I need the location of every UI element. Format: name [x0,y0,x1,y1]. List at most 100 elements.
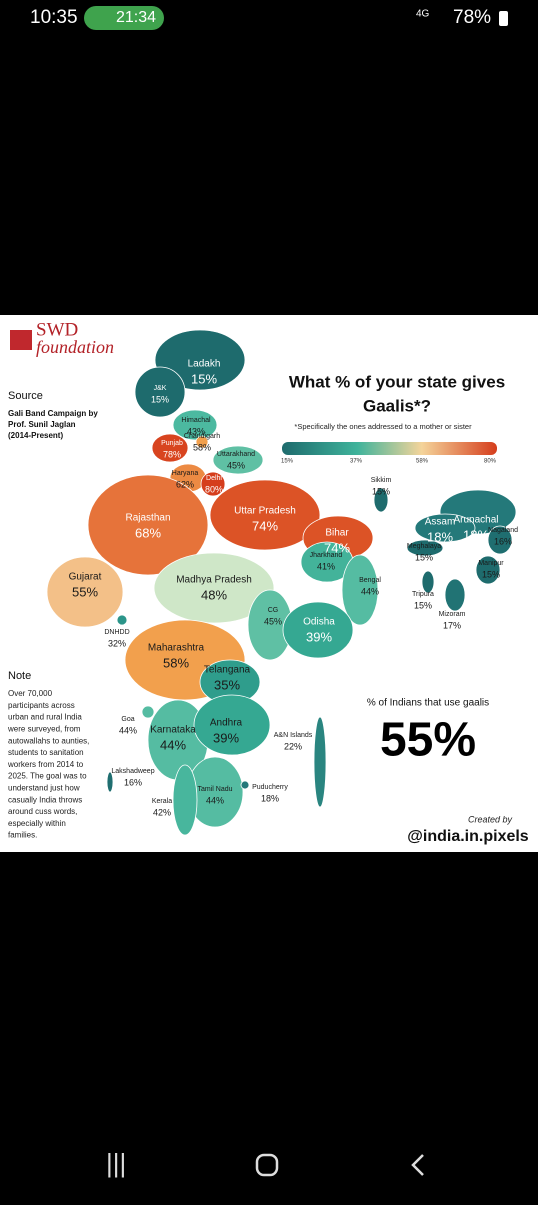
region-name: Assam [425,517,456,528]
legend-tick: 37% [350,459,363,465]
note-line: autowallahs to aunties, [8,736,89,745]
region-name: Telangana [204,665,251,676]
legend-tick: 58% [416,459,429,465]
credit-handle: @india.in.pixels [407,828,529,845]
region-name: Lakshadweep [111,768,154,775]
region-name: Goa [121,716,134,723]
logo-subtitle: foundation [36,337,114,357]
title-line: What % of your state gives [289,372,505,391]
nav-home[interactable] [255,1153,279,1177]
region-name: Jharkhand [310,552,343,559]
credit-label: Created by [468,814,513,824]
region-name: Andhra [210,718,243,729]
region-name: Uttarakhand [217,451,255,458]
region-shape [172,409,218,441]
region-value: 74% [252,518,278,533]
note-line: participants across [8,701,75,710]
region-value: 15% [414,600,432,610]
note-line: understand just how [8,784,80,793]
region-shape [106,771,114,793]
region-name: J&K [154,385,167,392]
region-name: Maharashtra [148,643,205,654]
subtitle: *Specifically the ones addressed to a mo… [294,422,472,431]
region-value: 62% [176,479,194,489]
region-shape [421,570,435,594]
region-shape [193,694,271,756]
region-value: 15% [372,486,390,496]
note-line: urban and rural India [8,713,82,722]
region-name: CG [268,607,279,614]
region-name: Tamil Nadu [197,786,232,793]
clock: 10:35 [30,7,78,28]
region-shape [406,539,444,557]
source-line: Prof. Sunil Jaglan [8,420,76,429]
region-name: Rajasthan [125,513,170,524]
region-value: 18% [261,793,279,803]
battery-icon [499,11,508,26]
region-name: Punjab [161,440,183,447]
region-value: 16% [494,536,512,546]
region-shape [487,525,513,555]
region-name: Ladakh [188,359,221,370]
summary-value: 55% [380,714,476,767]
region-value: 58% [163,655,189,670]
region-name: Nagaland [488,527,518,534]
region-shape [151,433,189,463]
region-shape [134,366,186,418]
source-line: (2014-Present) [8,431,63,440]
note-line: students to sanitation [8,748,84,757]
legend-tick: 15% [281,459,294,465]
region-value: 15% [191,371,217,386]
region-name: A&N Islands [274,732,313,739]
region-value: 41% [317,561,335,571]
call-timer: 21:34 [116,9,156,26]
region-name: Gujarat [69,572,102,583]
region-value: 42% [153,807,171,817]
source-heading: Source [8,390,43,402]
note-line: Over 70,000 [8,689,53,698]
region-name: Delhi [206,475,222,482]
note-line: 2025. The goal was to [8,772,87,781]
region-value: 15% [151,394,169,404]
region-name: Bengal [359,577,381,584]
region-name: Haryana [172,470,199,477]
note-line: workers from 2014 to [7,760,84,769]
region-value: 15% [482,569,500,579]
region-value: 43% [187,426,205,436]
nav-back[interactable] [411,1154,424,1176]
region-shape [475,555,501,585]
title-line: Gaalis*? [363,396,431,415]
region-name: Karnataka [150,725,196,736]
region-shape [414,513,476,543]
region-value: 44% [206,795,224,805]
region-shape [444,578,466,612]
region-value: 55% [72,584,98,599]
region-name: Madhya Pradesh [176,575,252,586]
source-line: Gali Band Campaign by [8,409,98,418]
region-value: 74% [324,540,350,555]
region-value: 39% [306,629,332,644]
region-name: Arunachal [453,515,498,526]
region-shape [116,614,128,626]
region-value: 44% [361,586,379,596]
note-line: casually India throws [8,795,82,804]
region-name: DNHDD [104,629,129,636]
region-shape [240,780,250,790]
region-shape [212,445,264,475]
region-value: 68% [135,525,161,540]
region-value: 35% [214,677,240,692]
region-name: Puducherry [252,784,288,791]
region-shape [172,764,198,836]
region-shape [46,556,124,628]
region-value: 45% [264,616,282,626]
call-pill[interactable] [84,6,164,30]
region-name: Kerala [152,798,172,805]
region-value: 22% [284,741,302,751]
region-shape [373,487,389,513]
logo-icon [10,330,32,350]
region-name: Odisha [303,617,335,628]
nav-recents[interactable]: ||| [106,1148,126,1178]
region-value: 39% [213,730,239,745]
